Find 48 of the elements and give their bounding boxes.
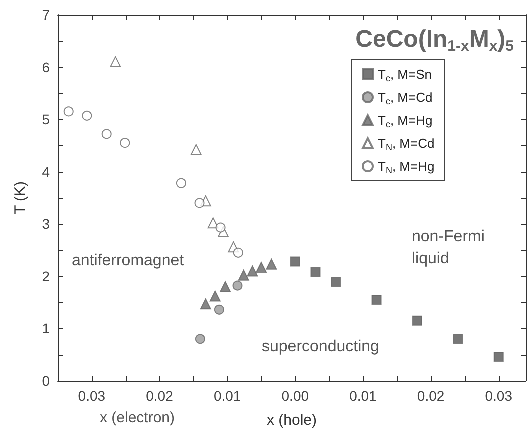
point [64,106,74,117]
point [310,267,321,278]
point [190,144,202,156]
point [331,277,342,288]
point [110,56,122,68]
x-tick-label: 0.00 [282,388,310,404]
point [238,270,250,281]
x-tick-label: 0.01 [350,388,378,404]
point [290,256,300,267]
point [232,280,243,291]
point [412,316,422,326]
x-axis-title: x (hole) [266,412,318,429]
point [453,334,464,344]
point [372,294,382,305]
point [216,222,226,233]
annotation: non-Fermi liquid [412,228,485,268]
point [256,262,267,274]
y-tick-label: 3 [42,216,50,232]
point [494,352,504,362]
x-tick-label: 0.02 [417,388,445,404]
x-tick-label: 0.03 [485,388,513,404]
point [82,110,92,121]
y-tick-label: 0 [42,373,50,389]
text: x (electron) [100,410,176,426]
point [176,178,186,188]
point [195,334,206,344]
y-tick-label: 7 [42,7,50,23]
point [102,129,112,140]
x-tick-label: 0.02 [146,388,174,404]
y-tick-label: 1 [42,320,50,337]
x-tick-label: 0.03 [78,388,106,404]
y-tick-label: 6 [42,59,50,76]
point [266,258,278,270]
point [233,248,244,258]
point [200,298,212,310]
annotation: superconducting [262,338,380,356]
point [210,290,221,302]
point [214,304,224,315]
y-tick-label: 5 [42,112,50,128]
y-axis-title: T (K) [12,181,29,215]
y-tick-label: 2 [42,268,50,284]
annotation: antiferromagnet [72,252,185,270]
point [220,281,232,292]
point [194,198,205,208]
y-tick-label: 4 [42,164,50,180]
point [120,138,130,148]
x-tick-label: 0.01 [214,388,242,404]
point [247,266,258,277]
